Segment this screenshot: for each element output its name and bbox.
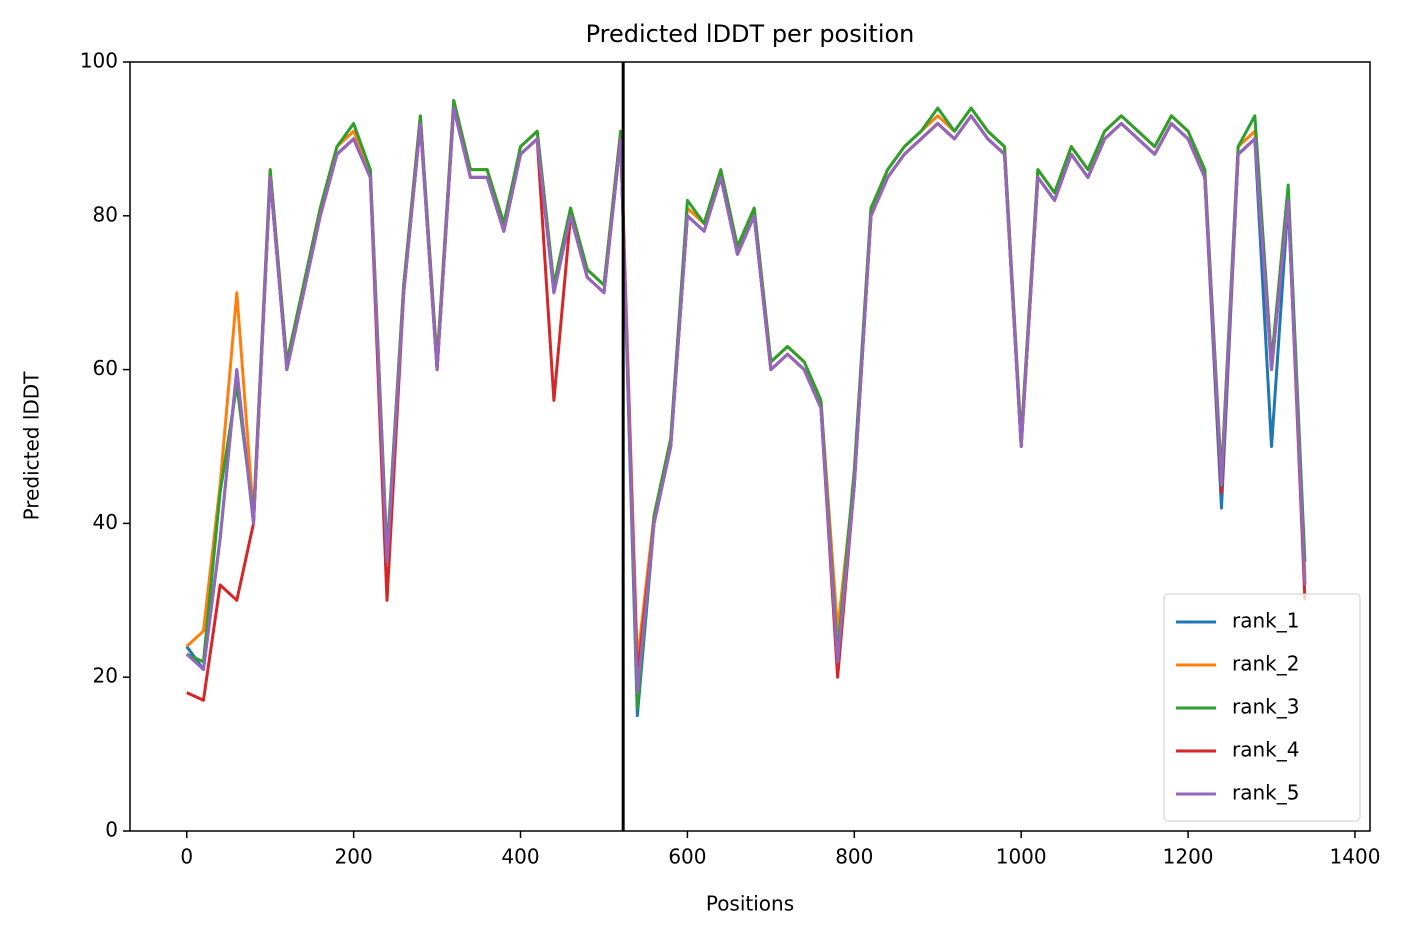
y-tick-label: 0	[105, 818, 118, 842]
y-tick-label: 80	[93, 202, 118, 226]
line-series	[186, 106, 1307, 702]
y-tick-label: 20	[93, 664, 118, 688]
legend-box	[1163, 593, 1361, 822]
legend-label: rank_1	[1232, 609, 1299, 633]
x-axis-label: Positions	[706, 892, 794, 916]
x-tick-label: 1200	[1163, 845, 1214, 869]
line-series	[186, 98, 1307, 710]
y-tick-label: 60	[93, 356, 118, 380]
y-axis-label: Predicted lDDT	[20, 371, 44, 521]
x-tick-label: 200	[335, 845, 373, 869]
x-tick-label: 800	[835, 845, 873, 869]
x-tick-label: 1400	[1330, 845, 1381, 869]
x-tick-label: 400	[501, 845, 539, 869]
line-series	[185, 106, 1307, 718]
x-tick-label: 600	[668, 845, 706, 869]
line-series	[185, 106, 1307, 695]
legend-label: rank_3	[1232, 695, 1299, 719]
plot-frame	[129, 61, 1371, 832]
line-series	[185, 98, 1307, 664]
x-tick-label: 1000	[996, 845, 1047, 869]
y-tick-label: 40	[93, 510, 118, 534]
legend-label: rank_4	[1232, 738, 1299, 762]
legend-label: rank_2	[1232, 652, 1299, 676]
legend-label: rank_5	[1232, 781, 1299, 805]
y-tick-label: 100	[80, 49, 118, 73]
chart-title: Predicted lDDT per position	[586, 20, 915, 48]
x-tick-label: 0	[180, 845, 193, 869]
